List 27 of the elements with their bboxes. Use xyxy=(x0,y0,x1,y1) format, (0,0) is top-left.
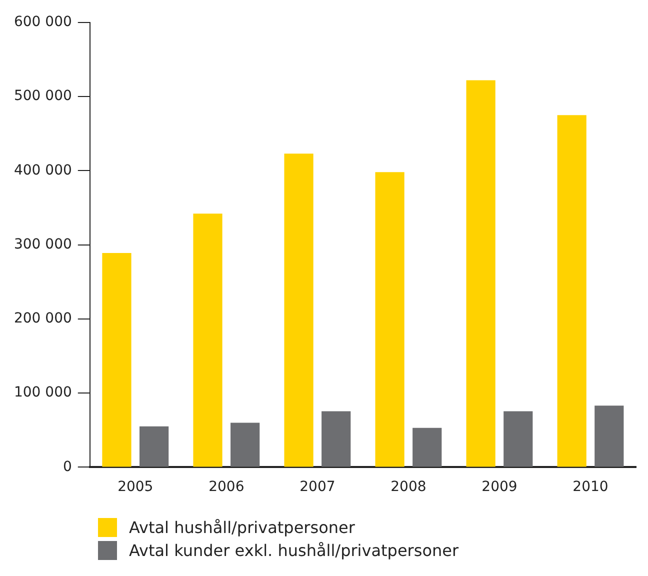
legend-label: Avtal kunder exkl. hushåll/privatpersoner xyxy=(129,541,459,560)
bar xyxy=(412,428,442,467)
y-tick-label: 200 000 xyxy=(14,310,72,327)
y-tick-label: 500 000 xyxy=(14,88,72,104)
bar xyxy=(557,115,586,467)
bar xyxy=(193,214,222,467)
y-tick-label: 400 000 xyxy=(14,162,72,178)
bar xyxy=(375,172,404,467)
y-tick-label: 100 000 xyxy=(14,384,72,401)
bar xyxy=(284,154,314,467)
bar xyxy=(322,411,351,467)
bar xyxy=(504,411,533,467)
bar xyxy=(466,80,496,467)
y-tick-label: 0 xyxy=(62,458,72,475)
bar xyxy=(140,426,169,467)
x-tick-label: 2008 xyxy=(390,479,426,496)
legend-label: Avtal hushåll/privatpersoner xyxy=(129,518,355,537)
x-tick-label: 2009 xyxy=(482,479,518,496)
y-tick-label: 300 000 xyxy=(14,236,72,252)
x-tick-label: 2010 xyxy=(572,479,608,496)
bar xyxy=(594,406,624,467)
y-tick-label: 600 000 xyxy=(14,14,72,30)
x-tick-label: 2005 xyxy=(118,479,154,496)
x-tick-label: 2006 xyxy=(208,479,244,496)
bar xyxy=(230,422,260,467)
x-tick-label: 2007 xyxy=(300,479,336,496)
bar xyxy=(102,252,132,467)
